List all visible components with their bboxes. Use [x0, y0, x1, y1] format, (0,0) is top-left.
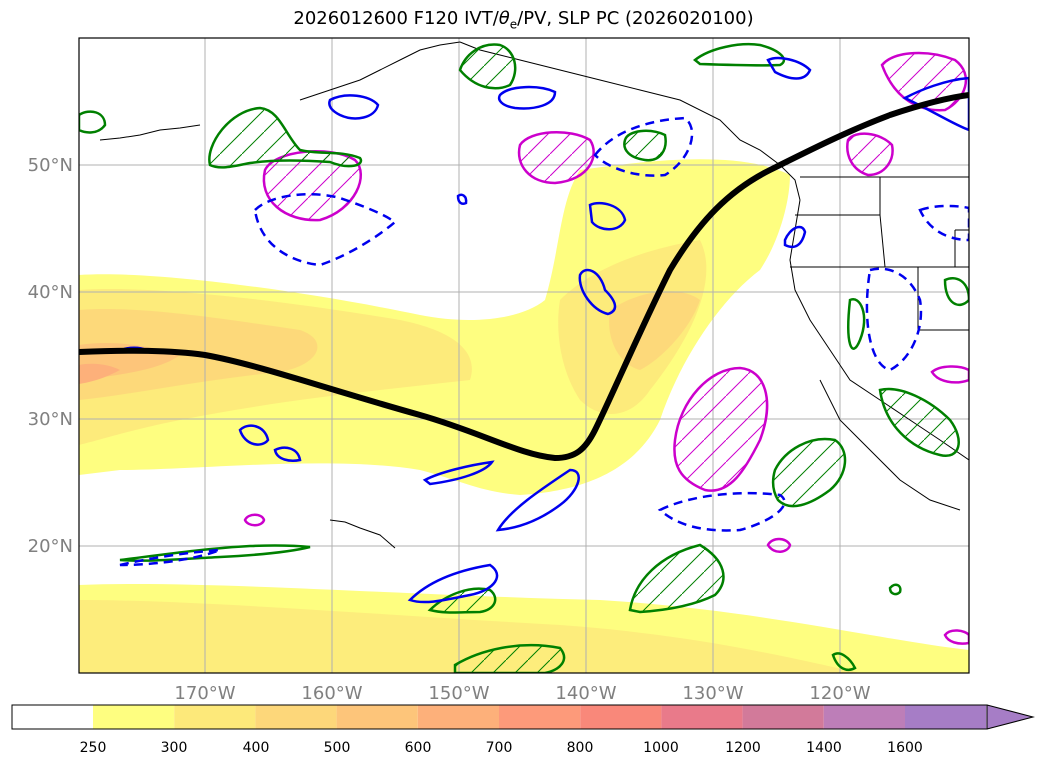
slp-dashed-contours [119, 116, 969, 567]
slp-contour [273, 446, 302, 462]
ivt-shading [79, 159, 969, 673]
lon-label: 140°W [555, 683, 616, 704]
lat-label: 30°N [28, 409, 73, 430]
theta-e-contour [427, 587, 497, 614]
colorbar-tick-label: 1600 [887, 740, 923, 756]
colorbar-tick-label: 700 [486, 740, 513, 756]
border-wa-or [795, 177, 881, 216]
theta-e-contour [692, 43, 786, 67]
lat-label: 40°N [28, 282, 73, 303]
theta-e-contour [878, 387, 960, 458]
slp-contour [766, 56, 812, 80]
aleutian-coast [299, 41, 461, 101]
colorbar-frame [11, 704, 988, 730]
border-nv [917, 267, 969, 331]
colorbar-swatch [93, 705, 175, 729]
colorbar-tick-label: 600 [405, 740, 432, 756]
lat-labels: 50°N 40°N 30°N 20°N [28, 155, 73, 557]
political-borders [790, 176, 969, 331]
pv-contour [766, 537, 792, 553]
colorbar-tick-label: 500 [324, 740, 351, 756]
colorbar-swatch [12, 705, 93, 729]
slp-contour [328, 94, 380, 120]
colorbar-tick-label: 250 [80, 740, 107, 756]
colorbar-tick-label: 1200 [725, 740, 761, 756]
theta-e-contour [453, 643, 566, 673]
colorbar-tick-label: 1000 [643, 740, 679, 756]
theta-e-contour [623, 129, 667, 162]
slp-contour [498, 85, 557, 110]
slp-contour [407, 563, 499, 604]
colorbar-extend-arrow [987, 705, 1033, 729]
slp-contour [588, 201, 627, 231]
colorbar-swatch [336, 705, 418, 729]
colorbar-arrow-outline [986, 704, 1035, 730]
aleutian-chain [99, 124, 201, 141]
colorbar-swatch [580, 705, 662, 729]
slp-contour [495, 468, 580, 532]
colorbar-swatch [174, 705, 256, 729]
colorbar-tick-label: 800 [567, 740, 594, 756]
lon-label: 130°W [682, 683, 743, 704]
baja-coast [819, 379, 961, 511]
lon-label: 160°W [301, 683, 362, 704]
lon-label: 120°W [809, 683, 870, 704]
lon-label: 170°W [174, 683, 235, 704]
theta-e-contour [628, 543, 725, 614]
theta-e-contour [943, 276, 969, 306]
theta-e-contour [847, 298, 866, 350]
theta-e-contours [79, 43, 969, 673]
lat-label: 50°N [28, 155, 73, 176]
slp-contour [578, 268, 617, 316]
slp-contour [902, 76, 969, 132]
slp-contour [783, 225, 807, 249]
theta-e-contour [888, 583, 902, 596]
colorbar-swatch [823, 705, 905, 729]
trajectory-line [79, 92, 969, 462]
colorbar-swatch [742, 705, 824, 729]
colorbar-swatch [905, 705, 987, 729]
slp-dashed-contour [865, 267, 923, 372]
slp-contour [238, 424, 270, 446]
theta-e-contour [208, 106, 363, 169]
slp-contour [456, 193, 468, 205]
ivt-contour-south-300 [79, 600, 860, 673]
pv-contour [243, 513, 266, 527]
colorbar-swatch [661, 705, 743, 729]
theta-e-contour [79, 110, 107, 134]
map-title: 2026012600 F120 IVT/θe/PV, SLP PC (20260… [293, 8, 754, 32]
border-or-id [879, 214, 886, 268]
pv-contour [930, 365, 969, 384]
theta-e-contour [831, 652, 857, 672]
ivt-contour-600 [79, 363, 120, 384]
lon-labels: 170°W 160°W 150°W 140°W 130°W 120°W [174, 683, 870, 704]
pv-contour [673, 366, 769, 492]
theta-e-contour [771, 437, 847, 508]
pv-contour [943, 629, 969, 645]
colorbar-swatch [255, 705, 337, 729]
colorbar-tick-label: 1400 [806, 740, 842, 756]
colorbar-swatch [417, 705, 499, 729]
slp-dashed-contour [918, 204, 969, 242]
lon-label: 150°W [428, 683, 489, 704]
colorbar-swatch [499, 705, 581, 729]
hawaii-islands [329, 519, 396, 549]
colorbar-tick-label: 300 [161, 740, 188, 756]
slp-dashed-contour [657, 491, 786, 532]
colorbar-tick-label: 400 [243, 740, 270, 756]
theta-e-contour [458, 43, 517, 90]
pv-contour [517, 131, 595, 185]
pv-contour [846, 132, 894, 177]
colorbar: 250 300 400 500 600 700 800 1000 1200 14… [11, 704, 1035, 756]
slp-dashed-contour [119, 548, 221, 567]
slp-contour [422, 460, 495, 486]
slp-dashed-contour [593, 116, 694, 177]
lat-label: 20°N [28, 536, 73, 557]
map-area [79, 38, 969, 673]
map-frame [78, 37, 970, 674]
